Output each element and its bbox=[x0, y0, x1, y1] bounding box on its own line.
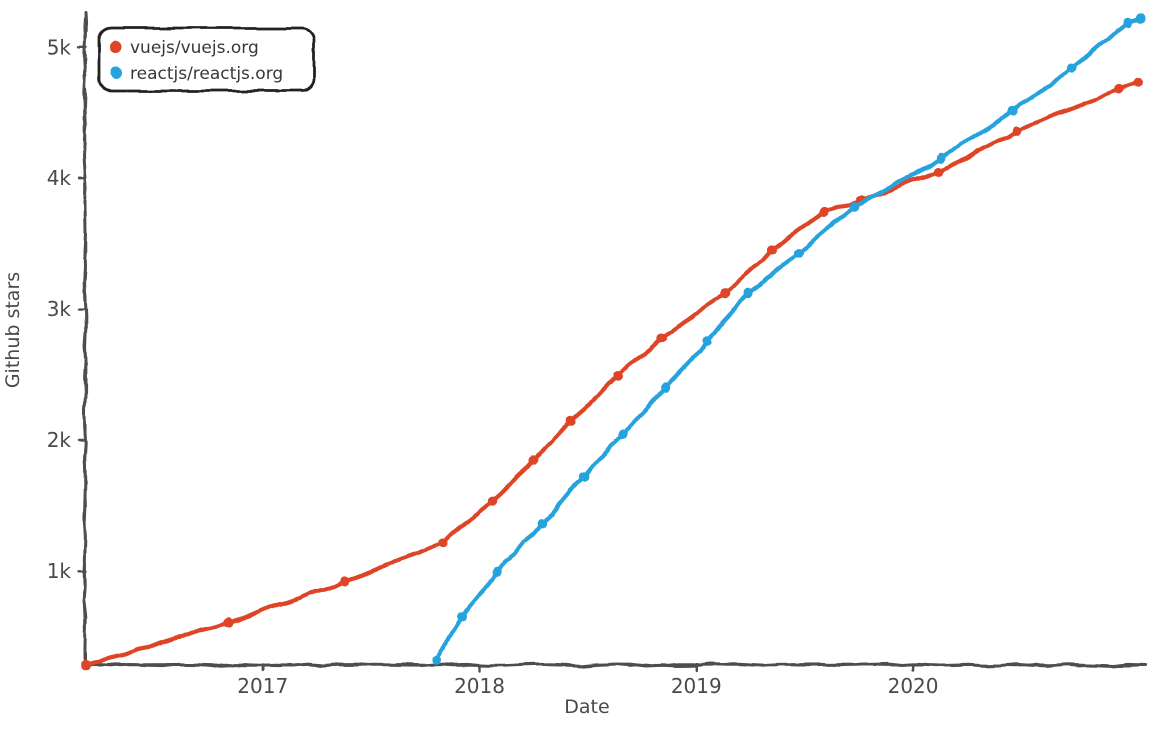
data-point[interactable] bbox=[819, 207, 829, 217]
data-point[interactable] bbox=[223, 618, 233, 628]
data-point[interactable] bbox=[656, 333, 667, 343]
x-tick-label: 2018 bbox=[454, 674, 505, 698]
x-tick-label: 2020 bbox=[888, 674, 939, 698]
data-point[interactable] bbox=[849, 202, 860, 212]
data-point[interactable] bbox=[1012, 126, 1022, 136]
data-point[interactable] bbox=[743, 288, 754, 299]
legend-label: vuejs/vuejs.org bbox=[130, 38, 259, 58]
legend-box bbox=[97, 26, 316, 93]
data-point[interactable] bbox=[537, 518, 548, 529]
axes bbox=[77, 10, 1147, 673]
legend-marker-icon bbox=[110, 67, 122, 79]
data-point[interactable] bbox=[528, 454, 539, 465]
data-point[interactable] bbox=[661, 382, 671, 393]
data-point[interactable] bbox=[487, 496, 498, 507]
data-point[interactable] bbox=[437, 538, 448, 549]
x-axis-line bbox=[81, 662, 1147, 668]
data-point[interactable] bbox=[793, 248, 803, 258]
legend: vuejs/vuejs.org reactjs/reactjs.org bbox=[97, 26, 316, 93]
line-path[interactable] bbox=[434, 16, 1143, 662]
data-point[interactable] bbox=[617, 429, 628, 440]
data-point[interactable] bbox=[565, 416, 576, 427]
data-point[interactable] bbox=[80, 660, 90, 670]
legend-marker-icon bbox=[110, 41, 122, 53]
series-line-reactjs[interactable] bbox=[431, 13, 1146, 665]
data-point[interactable] bbox=[1133, 77, 1144, 88]
data-point[interactable] bbox=[767, 245, 777, 255]
axis-labels: 1k 2k 3k 4k 5k 2017 2018 2019 2020 Date Github sta… bbox=[2, 35, 939, 718]
y-tick-label: 1k bbox=[47, 559, 72, 583]
y-axis-line bbox=[82, 10, 88, 667]
data-point[interactable] bbox=[613, 371, 624, 381]
data-point[interactable] bbox=[457, 611, 468, 622]
x-tick-label: 2017 bbox=[237, 674, 288, 698]
data-point[interactable] bbox=[936, 153, 946, 164]
y-axis-title: Github stars bbox=[2, 272, 24, 388]
x-axis-title: Date bbox=[564, 696, 609, 718]
data-point[interactable] bbox=[1122, 17, 1133, 28]
y-tick-label: 3k bbox=[47, 297, 72, 321]
data-point[interactable] bbox=[578, 471, 589, 482]
data-point[interactable] bbox=[702, 335, 712, 346]
data-point[interactable] bbox=[492, 567, 502, 577]
y-tick-label: 4k bbox=[47, 166, 72, 190]
y-tick-label: 2k bbox=[47, 428, 72, 452]
data-point[interactable] bbox=[340, 576, 350, 586]
data-point[interactable] bbox=[431, 655, 442, 665]
x-tick-label: 2019 bbox=[671, 674, 722, 698]
data-point[interactable] bbox=[1008, 106, 1018, 117]
data-point[interactable] bbox=[1135, 13, 1146, 24]
data-point[interactable] bbox=[1066, 63, 1077, 74]
line-path[interactable] bbox=[82, 80, 1141, 668]
data-point[interactable] bbox=[719, 288, 730, 299]
data-point[interactable] bbox=[934, 166, 944, 177]
series-line-vuejs[interactable] bbox=[80, 77, 1144, 670]
data-point[interactable] bbox=[1114, 84, 1124, 94]
y-tick-label: 5k bbox=[47, 35, 72, 59]
legend-label: reactjs/reactjs.org bbox=[130, 64, 283, 84]
